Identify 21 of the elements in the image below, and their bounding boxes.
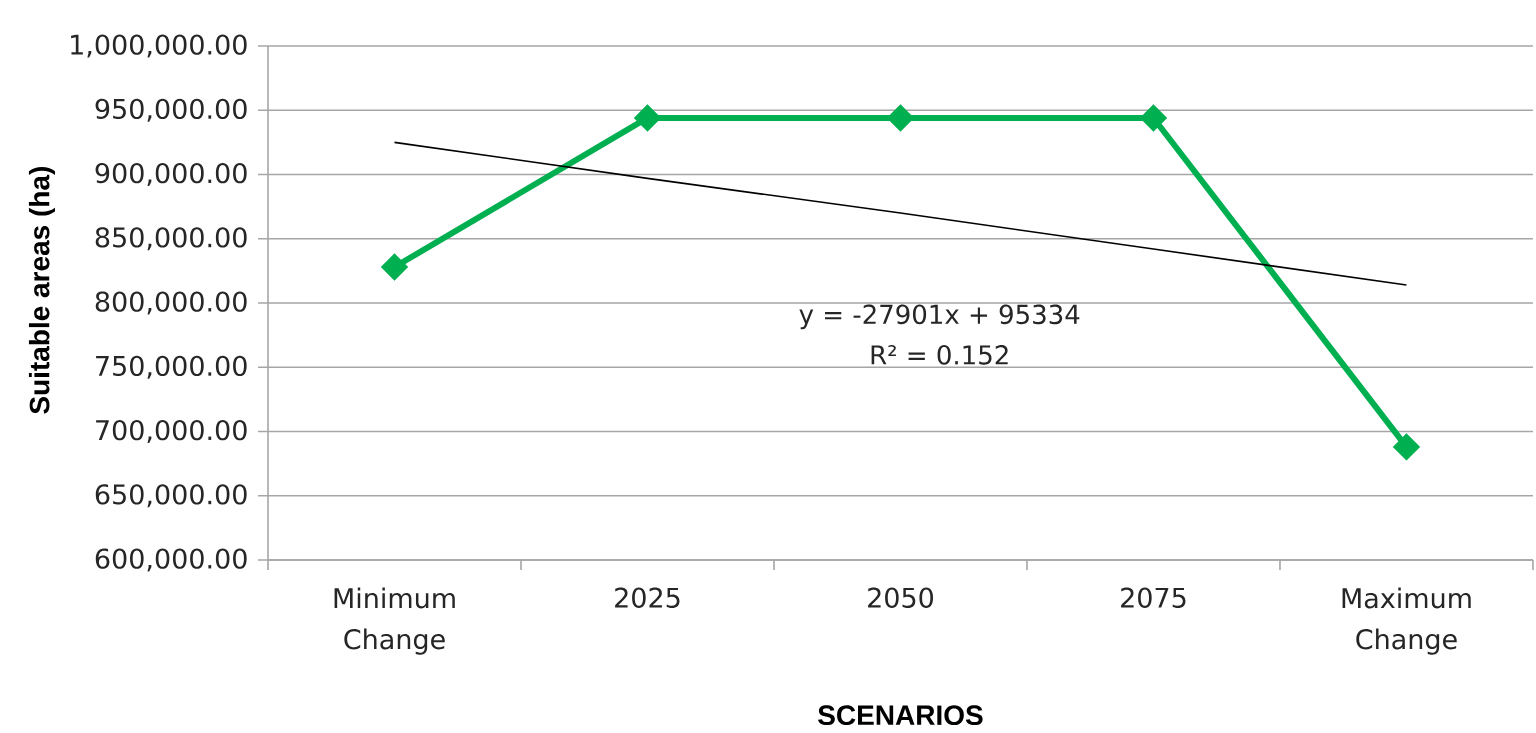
annotation: y = -27901x + 95334: [799, 304, 1080, 330]
y-tick-label: 600,000.00: [95, 548, 247, 572]
y-tick-label: 750,000.00: [96, 355, 247, 379]
y-tick-label: 650,000.00: [95, 484, 247, 508]
y-tick-label: 900,000.00: [95, 162, 247, 187]
y-tick-label: 700,000.00: [96, 419, 247, 444]
y-tick-label: 1,000,000.00: [71, 34, 247, 58]
y-axis-title: Suitable areas (ha): [28, 167, 56, 414]
point: [1392, 433, 1421, 461]
annotation: R² = 0.152: [871, 345, 1008, 365]
x-tick-label: Minimum Change: [334, 587, 455, 655]
y-tick-label: 850,000.00: [95, 227, 247, 251]
y-tick-label: 950,000.00: [95, 98, 247, 122]
x-tick-label: 2075: [1121, 587, 1186, 608]
line-series: [393, 141, 1408, 286]
x-axis-title: SCENARIOS: [818, 705, 983, 726]
x-tick-label: 2050: [868, 587, 934, 608]
x-tick-label: 2025: [615, 587, 680, 608]
y-tick-label: 800,000.00: [95, 291, 247, 315]
point: [380, 253, 409, 281]
x-tick-label: Maximum Change: [1342, 587, 1471, 655]
